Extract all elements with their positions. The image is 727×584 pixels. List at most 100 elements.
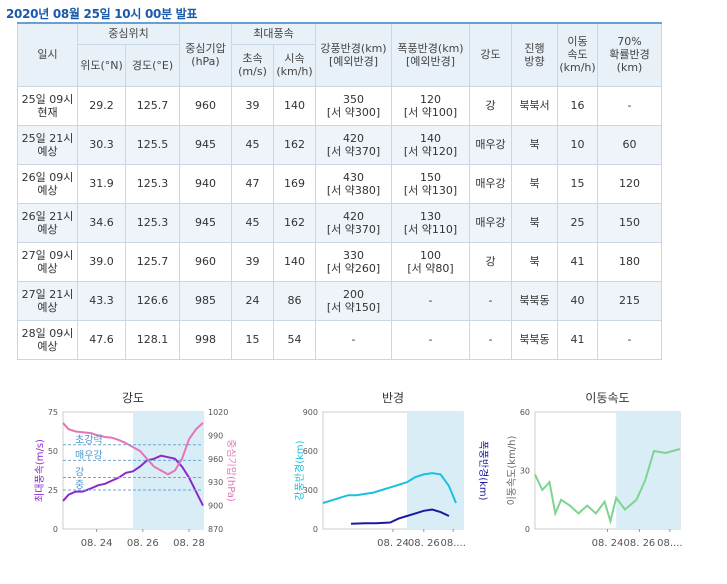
y-tick-right: 990	[208, 431, 223, 440]
cell-time: 27일 21시 예상	[17, 280, 78, 321]
x-tick-label: 08....	[440, 538, 465, 549]
cell-pressure: 960	[179, 241, 232, 282]
cell-kmh: 86	[273, 280, 316, 321]
intensity-level-label: 중	[75, 479, 84, 491]
cell-prob: 60	[597, 124, 662, 165]
cell-lon: 125.5	[125, 124, 180, 165]
cell-direction: 북북동	[511, 319, 558, 360]
y-tick-right: 1020	[208, 408, 228, 417]
intensity-level-label: 강	[75, 467, 84, 479]
x-tick-label: 08....	[657, 538, 682, 549]
table-row: 26일 21시 예상 34.6 125.3 945 45 162 420 [서 약370] 1…	[17, 202, 662, 243]
table-row: 27일 09시 예상 39.0 125.7 960 39 140 330 [서 약260] 1…	[17, 241, 662, 282]
cell-lon: 125.3	[125, 202, 180, 243]
cell-intensity: 매우강	[469, 202, 512, 243]
cell-strong: 430 [서 약380]	[315, 163, 392, 204]
x-tick-label: 08. 24	[592, 538, 624, 549]
y-tick-right: 960	[208, 455, 223, 464]
y-tick-left: 25	[48, 486, 58, 495]
cell-lat: 47.6	[77, 319, 126, 360]
cell-kmh: 140	[273, 85, 316, 126]
cell-speed: 41	[557, 319, 598, 360]
y-axis-label-left: 이동속도(km/h)	[506, 435, 518, 505]
cell-lat: 29.2	[77, 85, 126, 126]
x-tick-label: 08. 24	[377, 538, 409, 549]
cell-storm: 150 [서 약130]	[391, 163, 470, 204]
speed-chart: 이동속도 0 30 60 08. 24 08. 26 08.... 이동속도(km/h)	[506, 391, 683, 549]
table-row: 25일 21시 예상 30.3 125.5 945 45 162 420 [서 약370] 1…	[17, 124, 662, 165]
y-axis-label-left: 강풍반경(km)	[293, 440, 306, 500]
cell-storm: 130 [서 약110]	[391, 202, 470, 243]
cell-ms: 45	[231, 124, 274, 165]
cell-storm: -	[391, 319, 470, 360]
cell-speed: 40	[557, 280, 598, 321]
forecast-band	[407, 412, 463, 529]
y-axis-label-left: 최대풍속(m/s)	[34, 439, 46, 502]
chart-title: 반경	[382, 391, 404, 405]
header-storm-radius: 폭풍반경(km) [예외반경]	[391, 22, 470, 87]
table-row: 25일 09시 현재 29.2 125.7 960 39 140 350 [서 약300] 1…	[17, 85, 662, 126]
header-prob: 70% 확률반경 (km)	[597, 22, 662, 87]
cell-lon: 125.7	[125, 85, 180, 126]
x-tick-label: 08. 26	[127, 538, 159, 549]
intensity-chart: 강도 0 25 50 75 870 900 930 960 990 1020 08. 24 08. 26…	[34, 391, 236, 549]
cell-intensity: 강	[469, 85, 512, 126]
cell-pressure: 940	[179, 163, 232, 204]
y-tick-left: 0	[525, 525, 530, 534]
y-tick-left: 0	[53, 525, 58, 534]
cell-time: 26일 09시 예상	[17, 163, 78, 204]
y-tick-left: 0	[313, 525, 318, 534]
y-axis-label-right: 폭풍반경(km)	[477, 440, 490, 500]
cell-kmh: 162	[273, 124, 316, 165]
header-center: 중심위치	[77, 22, 180, 45]
cell-lon: 125.3	[125, 163, 180, 204]
series-line	[322, 472, 457, 504]
cell-kmh: 169	[273, 163, 316, 204]
cell-lon: 128.1	[125, 319, 180, 360]
series-line	[350, 508, 450, 525]
cell-prob: 180	[597, 241, 662, 282]
cell-ms: 39	[231, 241, 274, 282]
header-maxwind: 최대풍속	[231, 22, 316, 45]
cell-ms: 45	[231, 202, 274, 243]
table-row: 28일 09시 예상 47.6 128.1 998 15 54- - - 북북동 41-	[17, 319, 662, 360]
header-pressure: 중심기압 (hPa)	[179, 22, 232, 87]
chart-title: 이동속도	[585, 391, 629, 405]
cell-pressure: 945	[179, 202, 232, 243]
header-direction: 진행 방향	[511, 22, 558, 87]
cell-storm: 140 [서 약120]	[391, 124, 470, 165]
y-tick-left: 50	[48, 447, 58, 456]
cell-ms: 39	[231, 85, 274, 126]
cell-lat: 30.3	[77, 124, 126, 165]
table-row: 27일 21시 예상 43.3 126.6 985 24 86 200 [서 약150] - -…	[17, 280, 662, 321]
cell-time: 26일 21시 예상	[17, 202, 78, 243]
cell-prob: 120	[597, 163, 662, 204]
cell-time: 28일 09시 예상	[17, 319, 78, 360]
y-tick-left: 900	[303, 408, 318, 417]
cell-strong: 350 [서 약300]	[315, 85, 392, 126]
cell-lat: 34.6	[77, 202, 126, 243]
series-line	[534, 448, 681, 526]
header-lon: 경도(°E)	[125, 43, 180, 87]
cell-prob: -	[597, 319, 662, 360]
cell-kmh: 140	[273, 241, 316, 282]
cell-speed: 41	[557, 241, 598, 282]
cell-lat: 39.0	[77, 241, 126, 282]
cell-strong: 200 [서 약150]	[315, 280, 392, 321]
cell-ms: 47	[231, 163, 274, 204]
cell-direction: 북	[511, 202, 558, 243]
y-tick-right: 870	[208, 525, 223, 534]
cell-strong: 420 [서 약370]	[315, 202, 392, 243]
cell-storm: 120 [서 약100]	[391, 85, 470, 126]
header-ms: 초속 (m/s)	[231, 43, 274, 87]
cell-pressure: 960	[179, 85, 232, 126]
cell-storm: 100 [서 약80]	[391, 241, 470, 282]
cell-intensity: 매우강	[469, 124, 512, 165]
cell-ms: 24	[231, 280, 274, 321]
intensity-level-label: 초강력	[75, 434, 103, 446]
y-tick-right: 930	[208, 478, 223, 487]
forecast-band	[133, 412, 203, 529]
y-tick-right: 900	[208, 502, 223, 511]
typhoon-forecast-table: 일시 중심위치 중심기압 (hPa) 최대풍속 강풍반경(km) [예외반경] …	[17, 22, 662, 360]
